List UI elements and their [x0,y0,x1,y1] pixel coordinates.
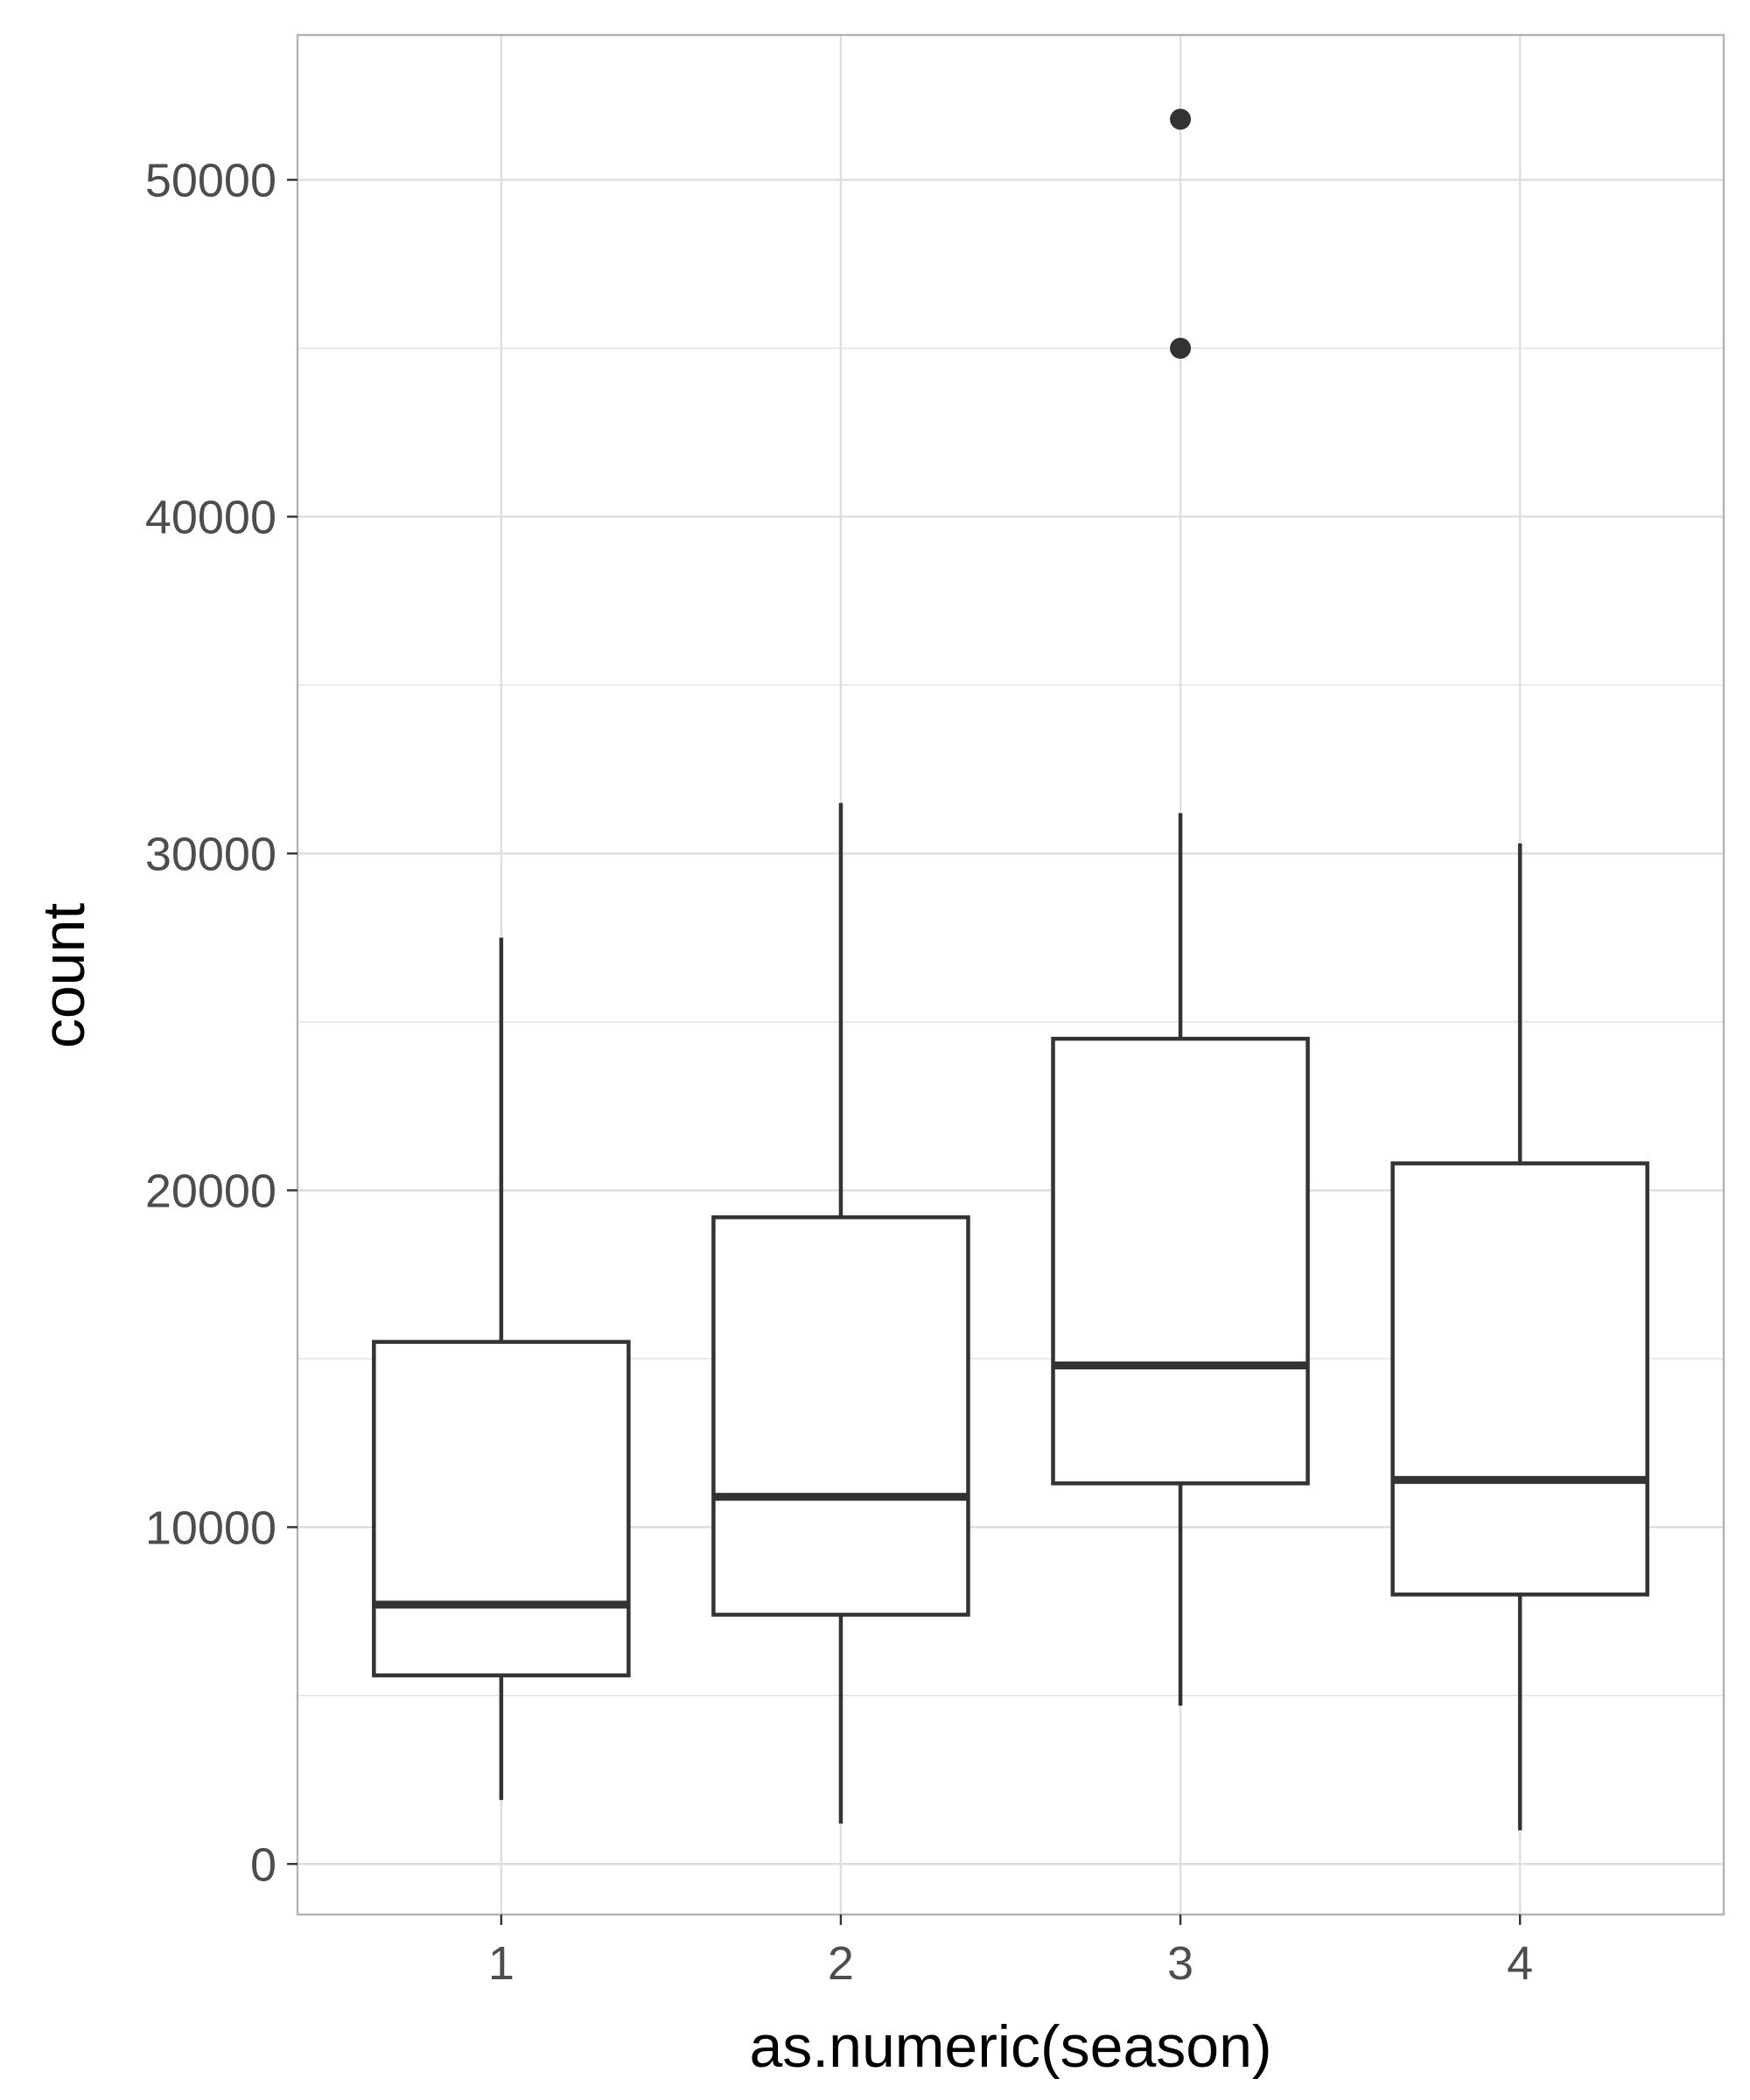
y-tick-label: 20000 [145,1165,276,1217]
y-tick-labels: 0 10000 20000 30000 40000 50000 [145,155,276,1892]
y-tick-label: 30000 [145,828,276,880]
x-tick-label: 1 [488,1937,514,1990]
panel-border [296,33,1726,1916]
y-tick-label: 0 [250,1838,276,1891]
iqr-box [711,1214,970,1617]
x-tick-label: 2 [828,1937,854,1990]
box-1 [372,937,631,1801]
outlier-point [1170,338,1192,359]
box-2 [711,802,970,1824]
y-tick-label: 10000 [145,1502,276,1554]
box-3 [1051,108,1310,1706]
box-4 [1390,843,1649,1830]
iqr-box [372,1340,631,1677]
iqr-box [1390,1161,1649,1597]
x-tick-label: 3 [1167,1937,1194,1990]
iqr-box [1051,1036,1310,1486]
x-tick-labels: 1 2 3 4 [488,1937,1533,1990]
box-series [372,108,1649,1830]
y-tick-label: 50000 [145,155,276,207]
x-tick-label: 4 [1507,1937,1533,1990]
y-axis-title: count [31,903,97,1048]
axis-ticks [287,178,1522,1925]
outlier-point [1170,108,1192,130]
y-tick-label: 40000 [145,491,276,543]
x-axis-title: as.numeric(season) [749,2013,1271,2080]
